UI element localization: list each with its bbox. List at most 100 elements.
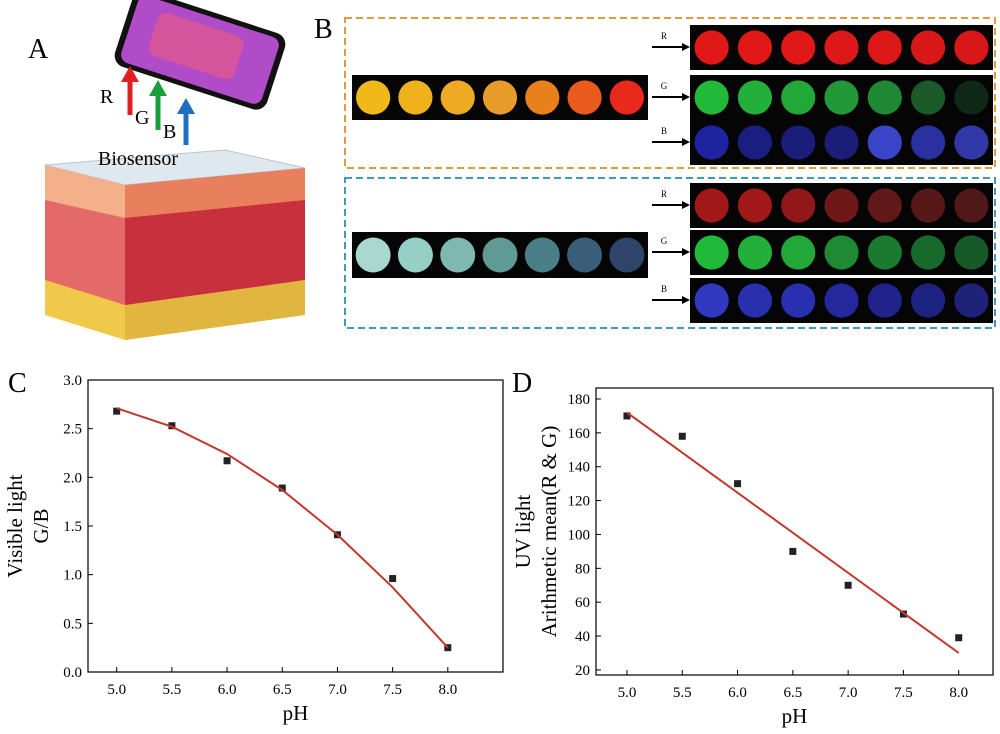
well <box>954 125 989 160</box>
well <box>737 235 773 270</box>
data-point <box>389 575 397 583</box>
well <box>482 80 518 115</box>
skin-model <box>44 149 306 340</box>
well <box>694 125 729 160</box>
panel-label: A <box>28 34 49 65</box>
well <box>398 80 433 115</box>
rgb-arrows <box>121 66 195 145</box>
uv-box <box>344 177 996 329</box>
panel-label: D <box>512 368 532 399</box>
well <box>440 80 475 115</box>
well <box>867 235 902 270</box>
well <box>694 235 729 270</box>
channel-label: B <box>661 284 667 294</box>
plot-frame <box>87 379 504 673</box>
x-tick-label: 5.0 <box>107 682 126 698</box>
well <box>694 80 729 115</box>
arrow-head <box>682 43 690 51</box>
well <box>482 237 518 273</box>
well <box>781 283 816 318</box>
well <box>737 283 773 318</box>
x-tick-label: 7.0 <box>839 685 858 701</box>
y-tick-label: 60 <box>575 595 590 611</box>
x-tick-label: 7.5 <box>894 685 913 701</box>
channel-label: G <box>661 236 668 246</box>
well <box>567 80 602 115</box>
x-tick-label: 7.0 <box>328 682 347 698</box>
well <box>910 283 946 318</box>
charts: C 5.0 5.5 6.0 6.5 7.0 7.5 8.0 0.0 0.5 1.0 1.5 2.0 2.5… <box>3 368 994 728</box>
x-tick-label: 6.5 <box>783 685 802 701</box>
well <box>781 235 816 270</box>
well <box>397 237 433 273</box>
well <box>694 30 729 65</box>
well <box>524 237 560 273</box>
x-tick-label: 5.0 <box>618 685 637 701</box>
arrow-head <box>682 248 690 256</box>
well <box>910 30 946 65</box>
well <box>737 80 773 115</box>
well <box>954 30 989 65</box>
visible-box <box>344 17 996 169</box>
plot-frame <box>595 387 994 676</box>
channel-label: R <box>661 189 667 199</box>
panel-label: C <box>8 368 27 399</box>
arrow-head <box>682 138 690 146</box>
arrow-label: R <box>100 86 114 108</box>
well <box>824 283 859 318</box>
arrow-head <box>682 296 690 304</box>
data-point <box>955 634 963 642</box>
data-point <box>278 484 286 492</box>
well <box>694 283 729 318</box>
well <box>356 80 391 115</box>
y-tick-label: 0.5 <box>63 616 82 632</box>
y-axis-label: Arithmetic mean(R & G) <box>537 426 561 638</box>
well <box>867 30 902 65</box>
data-point <box>789 547 797 555</box>
well <box>609 80 644 115</box>
x-tick-label: 5.5 <box>163 682 182 698</box>
y-tick-label: 3.0 <box>63 373 82 389</box>
x-axis-label: pH <box>782 704 808 728</box>
fit-line <box>626 411 960 654</box>
well <box>824 188 859 223</box>
well <box>694 188 729 223</box>
phone <box>114 0 286 110</box>
well <box>440 237 476 273</box>
data-point <box>678 432 686 440</box>
y-tick-label: 0.0 <box>63 665 82 681</box>
data-point <box>734 480 742 488</box>
x-tick-label: 6.0 <box>218 682 237 698</box>
well <box>867 188 902 223</box>
y-tick-label: 100 <box>568 527 591 543</box>
well <box>954 283 989 318</box>
well <box>954 188 989 223</box>
well <box>737 188 773 223</box>
well <box>954 235 989 270</box>
data-point <box>844 581 852 589</box>
well <box>910 125 946 160</box>
arrow-head <box>682 93 690 101</box>
y-tick-label: 80 <box>575 561 590 577</box>
y-tick-label: 2.5 <box>63 422 82 438</box>
well <box>910 80 946 115</box>
x-tick-label: 6.0 <box>728 685 747 701</box>
y-tick-label: 1.0 <box>63 568 82 584</box>
y-tick-label: 1.5 <box>63 519 82 535</box>
x-tick-label: 8.0 <box>438 682 457 698</box>
well <box>824 30 859 65</box>
x-axis-label: pH <box>283 701 309 725</box>
well <box>567 237 603 273</box>
well <box>910 188 946 223</box>
well <box>867 283 902 318</box>
well <box>781 30 816 65</box>
y-tick-label: 120 <box>568 494 591 510</box>
arrow-label: G <box>135 107 149 129</box>
y-tick-label: 180 <box>568 392 591 408</box>
x-tick-label: 7.5 <box>383 682 402 698</box>
data-point <box>623 412 631 420</box>
y-tick-label: 40 <box>575 629 590 645</box>
fit-line <box>116 407 449 649</box>
panel-label: B <box>314 14 333 45</box>
